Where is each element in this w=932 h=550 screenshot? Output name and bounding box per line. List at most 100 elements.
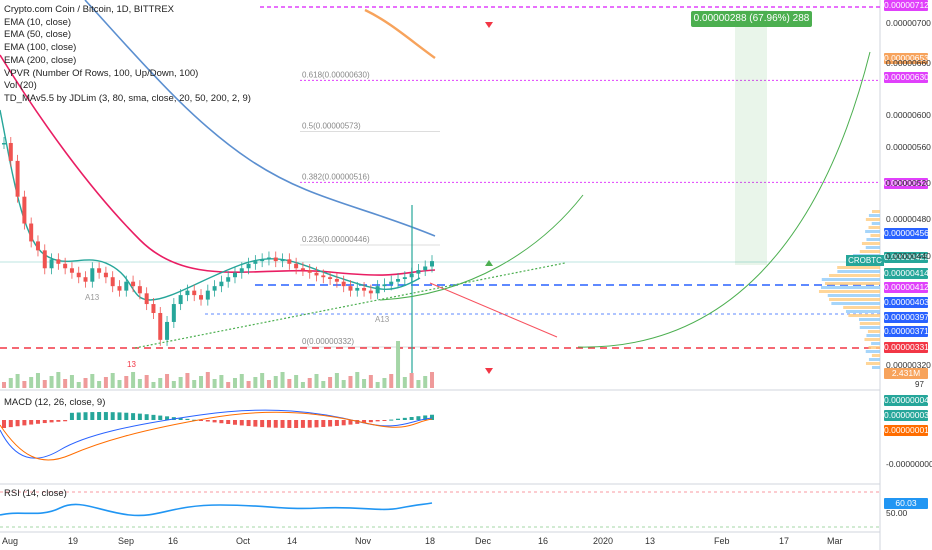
signal-line bbox=[0, 411, 433, 461]
candle-body bbox=[253, 261, 258, 264]
macd-histogram-bar bbox=[389, 419, 394, 421]
vpvr-bar bbox=[868, 346, 880, 349]
vpvr-bar bbox=[871, 366, 880, 369]
time-tick: Sep bbox=[118, 536, 135, 546]
volume-bar bbox=[328, 377, 333, 388]
volume-bar bbox=[375, 382, 380, 388]
price-tick: 0.00000700 bbox=[886, 18, 931, 28]
volume-bar bbox=[362, 379, 367, 388]
vpvr-bar bbox=[858, 318, 880, 321]
volume-bar bbox=[280, 372, 285, 388]
macd-histogram-bar bbox=[144, 414, 149, 420]
volume-bar bbox=[49, 376, 54, 388]
macd-histogram-bar bbox=[423, 415, 428, 420]
vpvr-bar bbox=[837, 266, 880, 269]
volume-bar bbox=[260, 373, 265, 388]
macd-histogram-bar bbox=[314, 420, 319, 428]
vpvr-bar bbox=[868, 214, 880, 217]
candle-body bbox=[2, 143, 6, 145]
macd-histogram-bar bbox=[15, 420, 20, 427]
td-label: A13 bbox=[375, 315, 390, 324]
chart-legend: Crypto.com Coin / Bitcoin, 1D, BITTREX E… bbox=[4, 4, 251, 106]
macd-histogram-bar bbox=[205, 420, 210, 422]
volume-badge: 2.431M bbox=[884, 368, 928, 379]
time-tick: Dec bbox=[475, 536, 492, 546]
vpvr-bar bbox=[871, 222, 880, 225]
vpvr-bar bbox=[848, 314, 880, 317]
volume-bar bbox=[416, 380, 421, 388]
candle-body bbox=[280, 259, 285, 262]
macd-histogram-bar bbox=[83, 412, 88, 420]
macd-histogram-bar bbox=[117, 412, 122, 420]
fib-label: 0.236(0.00000446) bbox=[302, 235, 370, 244]
macd-histogram-bar bbox=[97, 412, 102, 420]
volume-bar bbox=[239, 374, 244, 388]
time-tick: 14 bbox=[287, 536, 298, 546]
candle-body bbox=[144, 293, 149, 305]
candle-body bbox=[192, 290, 197, 296]
macd-histogram-bar bbox=[124, 412, 129, 420]
vpvr-bar bbox=[865, 350, 880, 353]
macd-histogram-bar bbox=[199, 420, 204, 421]
candle-body bbox=[165, 321, 170, 340]
trendline bbox=[134, 262, 566, 349]
macd-histogram-bar bbox=[307, 420, 312, 428]
fib-label: 0.618(0.00000630) bbox=[302, 70, 370, 79]
projection-curve bbox=[577, 51, 871, 348]
macd-histogram-bar bbox=[90, 412, 95, 420]
macd-histogram-bar bbox=[402, 417, 407, 420]
grid-lines bbox=[0, 0, 881, 550]
volume-bar bbox=[83, 378, 88, 388]
macd-badge-2: 0.00000003 bbox=[884, 410, 929, 421]
vpvr-bar bbox=[871, 342, 880, 345]
macd-histogram-bar bbox=[273, 420, 278, 428]
rsi-badge: 60.03 bbox=[884, 498, 928, 509]
time-tick: Oct bbox=[236, 536, 251, 546]
price-badge: 0.00000428 bbox=[884, 252, 929, 263]
vpvr-bar bbox=[866, 334, 880, 337]
volume-bar bbox=[266, 380, 271, 388]
volume-bar bbox=[124, 376, 129, 388]
macd-histogram-bar bbox=[42, 420, 47, 424]
macd-histogram-bar bbox=[137, 413, 142, 420]
time-tick: 2020 bbox=[593, 536, 614, 546]
candle-body bbox=[396, 279, 401, 282]
volume-bar bbox=[321, 381, 326, 388]
price-badge: 0.00000456 bbox=[884, 228, 929, 239]
macd-histogram-bar bbox=[22, 420, 27, 426]
volume-bar bbox=[348, 376, 353, 388]
price-badge: 0.00000414 bbox=[884, 268, 929, 279]
macd-pane bbox=[0, 409, 434, 461]
volume-bar bbox=[165, 374, 170, 388]
volume-bar bbox=[287, 379, 292, 388]
macd-histogram-bar bbox=[158, 415, 163, 420]
volume-bar bbox=[56, 372, 61, 388]
vpvr-bar bbox=[866, 238, 880, 241]
candle-body bbox=[389, 281, 394, 285]
time-tick: 18 bbox=[425, 536, 436, 546]
volume-bar bbox=[199, 376, 204, 388]
volume-bar bbox=[192, 380, 197, 388]
time-tick: 19 bbox=[68, 536, 79, 546]
volume-bar bbox=[253, 377, 258, 388]
candle-body bbox=[15, 160, 20, 197]
candle-body bbox=[35, 241, 40, 251]
vpvr-bar bbox=[865, 362, 880, 365]
candle-body bbox=[260, 259, 265, 262]
macd-histogram-bar bbox=[226, 420, 231, 425]
macd-histogram-bar bbox=[29, 420, 34, 425]
macd-histogram-bar bbox=[287, 420, 292, 428]
vpvr-bar bbox=[865, 246, 880, 249]
vpvr-bar bbox=[818, 290, 880, 293]
macd-histogram-bar bbox=[35, 420, 40, 424]
candle-body bbox=[137, 286, 142, 294]
macd-histogram-bar bbox=[103, 412, 108, 420]
macd-histogram-bar bbox=[382, 420, 387, 421]
volume-bar bbox=[63, 379, 68, 388]
candle-body bbox=[212, 286, 217, 291]
candle-body bbox=[300, 268, 305, 271]
macd-histogram-bar bbox=[300, 420, 305, 428]
candle-body bbox=[416, 270, 421, 274]
volume-bar bbox=[158, 378, 163, 388]
candle-body bbox=[185, 290, 190, 296]
